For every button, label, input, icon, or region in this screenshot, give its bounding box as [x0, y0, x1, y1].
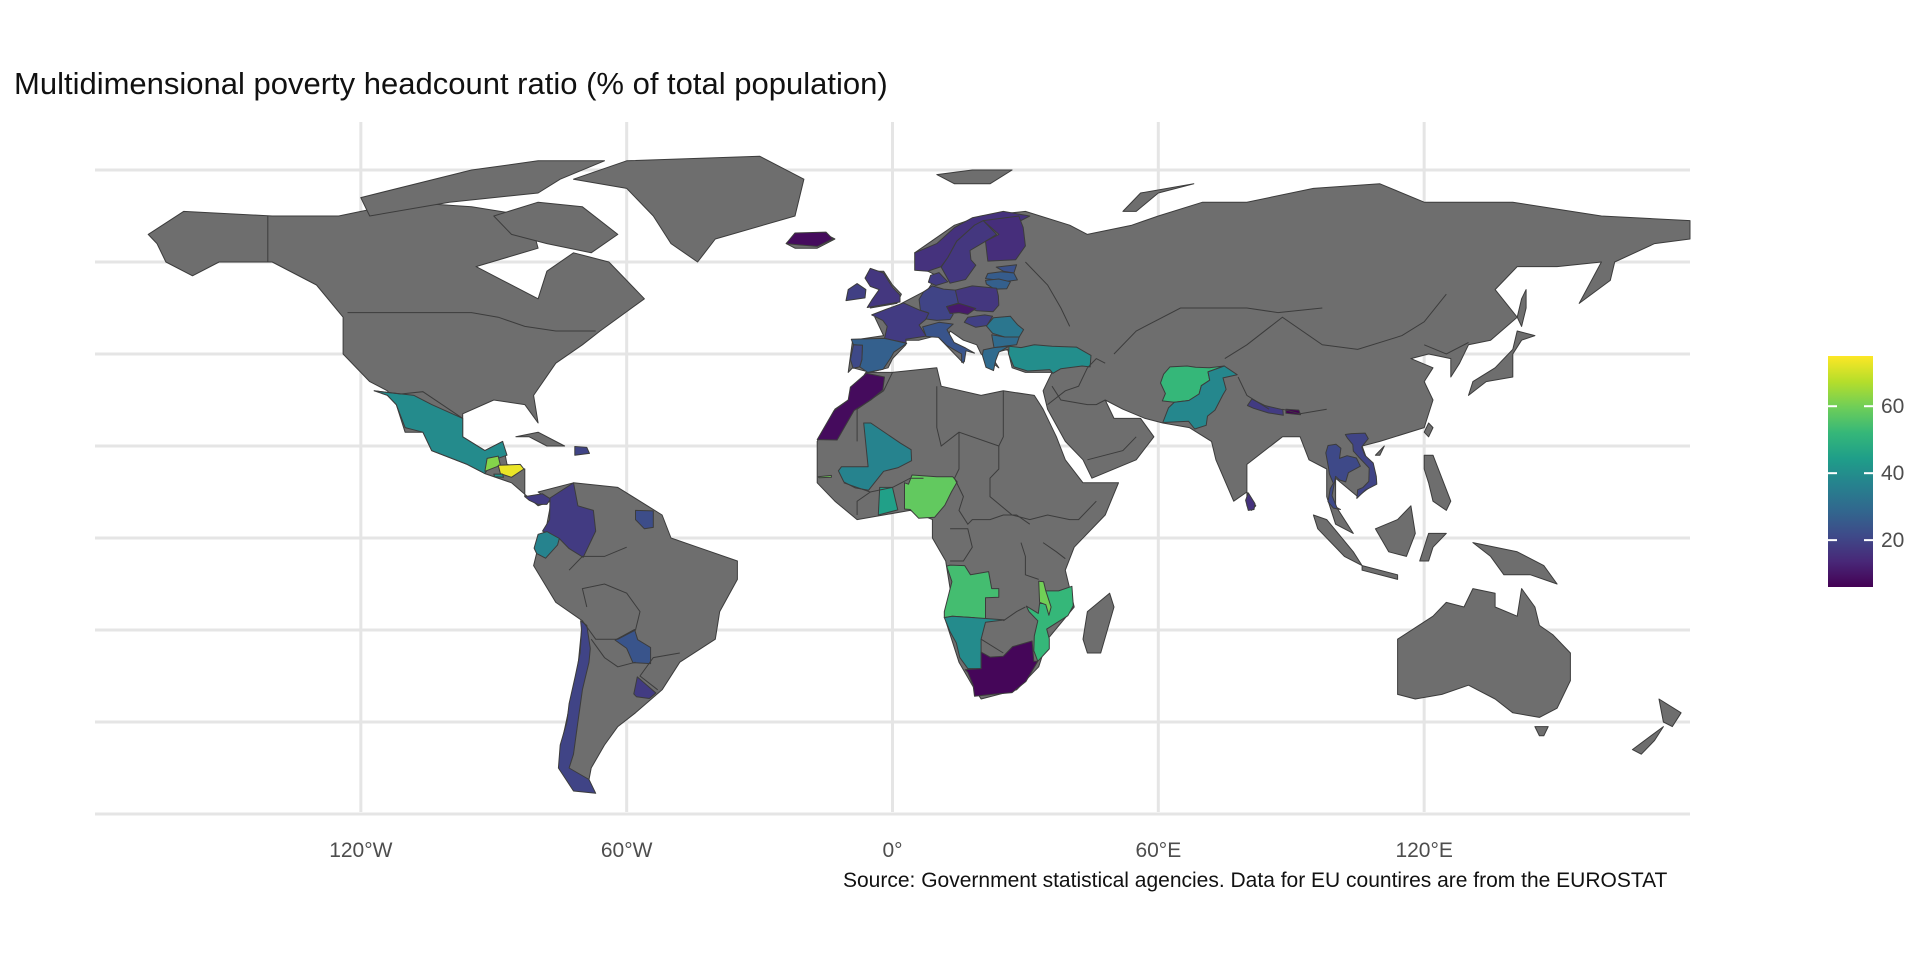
country-border [347, 312, 596, 332]
region-dominican-republic: Dominican Republic: 20 [574, 446, 590, 456]
country-borders [267, 216, 1469, 691]
land-new-guinea [1472, 542, 1558, 585]
land-madagascar [1082, 592, 1115, 654]
colorbar-legend: 20 40 60 [1828, 356, 1904, 587]
land-taiwan [1423, 422, 1434, 438]
country-border [581, 583, 641, 640]
region-south-africa: South Africa: 7 [964, 640, 1039, 697]
country-border [1224, 293, 1447, 360]
region-iceland: Iceland: 8 [785, 231, 834, 247]
colorbar-tick-label: 20 [1881, 529, 1904, 552]
region-ireland: Ireland: 19 [845, 283, 867, 302]
country-border [1424, 342, 1469, 355]
source-caption: Source: Government statistical agencies.… [843, 869, 1668, 892]
region-czechia: Czechia: 11 [946, 302, 977, 315]
country-border [1042, 542, 1066, 560]
land-canadian-arctic-1 [360, 160, 605, 217]
land-baffin-island [493, 201, 619, 254]
region-finland: Finland: 15 [982, 215, 1026, 262]
x-tick-label: 60°E [1135, 839, 1181, 862]
region-uruguay: Uruguay: 18 [633, 676, 657, 699]
land-philippines [1423, 454, 1452, 511]
land-novaya-zemlya [1122, 183, 1195, 212]
region-pakistan: Pakistan: 38 [1162, 365, 1238, 430]
region-sri-lanka: Sri Lanka: 16 [1245, 492, 1256, 511]
data-regions: Mexico: 39Guatemala: 62Honduras: 73El Sa… [373, 210, 1378, 794]
land-greenland [573, 155, 805, 263]
colorbar-tick-label: 60 [1881, 395, 1904, 418]
x-tick-label: 0° [882, 839, 902, 862]
country-border [870, 477, 924, 493]
region-portugal: Portugal: 21 [849, 344, 863, 369]
land-new-zealand-south [1631, 726, 1664, 755]
country-border [639, 652, 680, 691]
colorbar-gradient [1828, 356, 1873, 587]
x-tick-label: 120°W [329, 839, 392, 862]
region-greece: Greece: 30 [981, 345, 1010, 372]
region-hungary: Hungary: 19 [963, 314, 994, 328]
land-hainan [1374, 445, 1385, 456]
x-axis-labels: 120°W 60°W 0° 60°E 120°E [329, 839, 1453, 862]
country-border [1051, 385, 1106, 406]
country-border [374, 390, 463, 419]
region-mali: Mali: 37 [837, 422, 913, 491]
land-sulawesi [1419, 532, 1447, 562]
country-border [989, 446, 1097, 521]
region-nigeria: Nigeria: 58 [904, 474, 958, 519]
region-honduras: Honduras: 73 [497, 463, 525, 478]
country-border [1113, 307, 1323, 355]
region-morocco: Morocco: 8 [816, 372, 885, 441]
country-border [590, 638, 636, 668]
country-border [843, 482, 872, 515]
region-italy: Italy: 24 [922, 321, 975, 363]
country-border [1047, 367, 1088, 405]
region-paraguay: Paraguay: 24 [614, 629, 652, 665]
country-border [1025, 261, 1071, 327]
region-romania: Romania: 33 [985, 315, 1025, 338]
x-tick-label: 60°W [601, 839, 653, 862]
land-australia [1397, 588, 1571, 718]
x-tick-label: 120°E [1395, 839, 1452, 862]
region-gambia: Gambia: 60 [817, 474, 832, 479]
land-tasmania [1534, 726, 1549, 737]
region-guatemala: Guatemala: 62 [484, 455, 501, 472]
land-borneo [1374, 505, 1416, 557]
land-sakhalin [1516, 289, 1527, 327]
region-turkey: Turkey: 40 [1008, 344, 1092, 374]
region-panama: Panama: 18 [524, 493, 551, 505]
country-border [1003, 606, 1026, 622]
country-border [953, 432, 1031, 525]
land-base [147, 155, 1691, 792]
region-suriname: Suriname: 22 [635, 509, 654, 530]
region-thailand: Thailand: 21 [1325, 443, 1361, 510]
region-el-salvador: El Salvador: 42 [493, 473, 504, 478]
country-border [856, 372, 893, 442]
region-france: France: 18 [871, 302, 930, 344]
land-java [1361, 565, 1399, 580]
region-vietnam: Vietnam: 20 [1344, 432, 1378, 499]
land-svalbard [936, 169, 1013, 185]
country-border [1087, 436, 1137, 461]
region-ecuador: Ecuador: 37 [533, 531, 560, 559]
region-angola: Angola: 54 [943, 564, 1000, 622]
land-japan [1468, 330, 1536, 396]
country-border [980, 638, 1004, 654]
region-united-kingdom: United Kingdom: 17 [864, 267, 901, 308]
land-new-zealand-north [1658, 698, 1682, 728]
country-border [1282, 408, 1327, 415]
colorbar-tick-label: 40 [1881, 462, 1904, 485]
country-border [1020, 542, 1039, 580]
region-malawi: Malawi: 60 [1038, 580, 1052, 616]
region-chile: Chile: 20 [557, 620, 597, 794]
region-colombia: Colombia: 18 [542, 482, 597, 558]
region-lithuania: Lithuania: 27 [985, 278, 1011, 290]
land-cuba [515, 431, 566, 447]
chart-title: Multidimensional poverty headcount ratio… [14, 66, 888, 101]
country-border [1087, 357, 1106, 369]
region-denmark: Denmark: 18 [927, 272, 949, 286]
country-border [1237, 376, 1270, 410]
country-border [950, 528, 973, 562]
country-border [568, 546, 627, 571]
